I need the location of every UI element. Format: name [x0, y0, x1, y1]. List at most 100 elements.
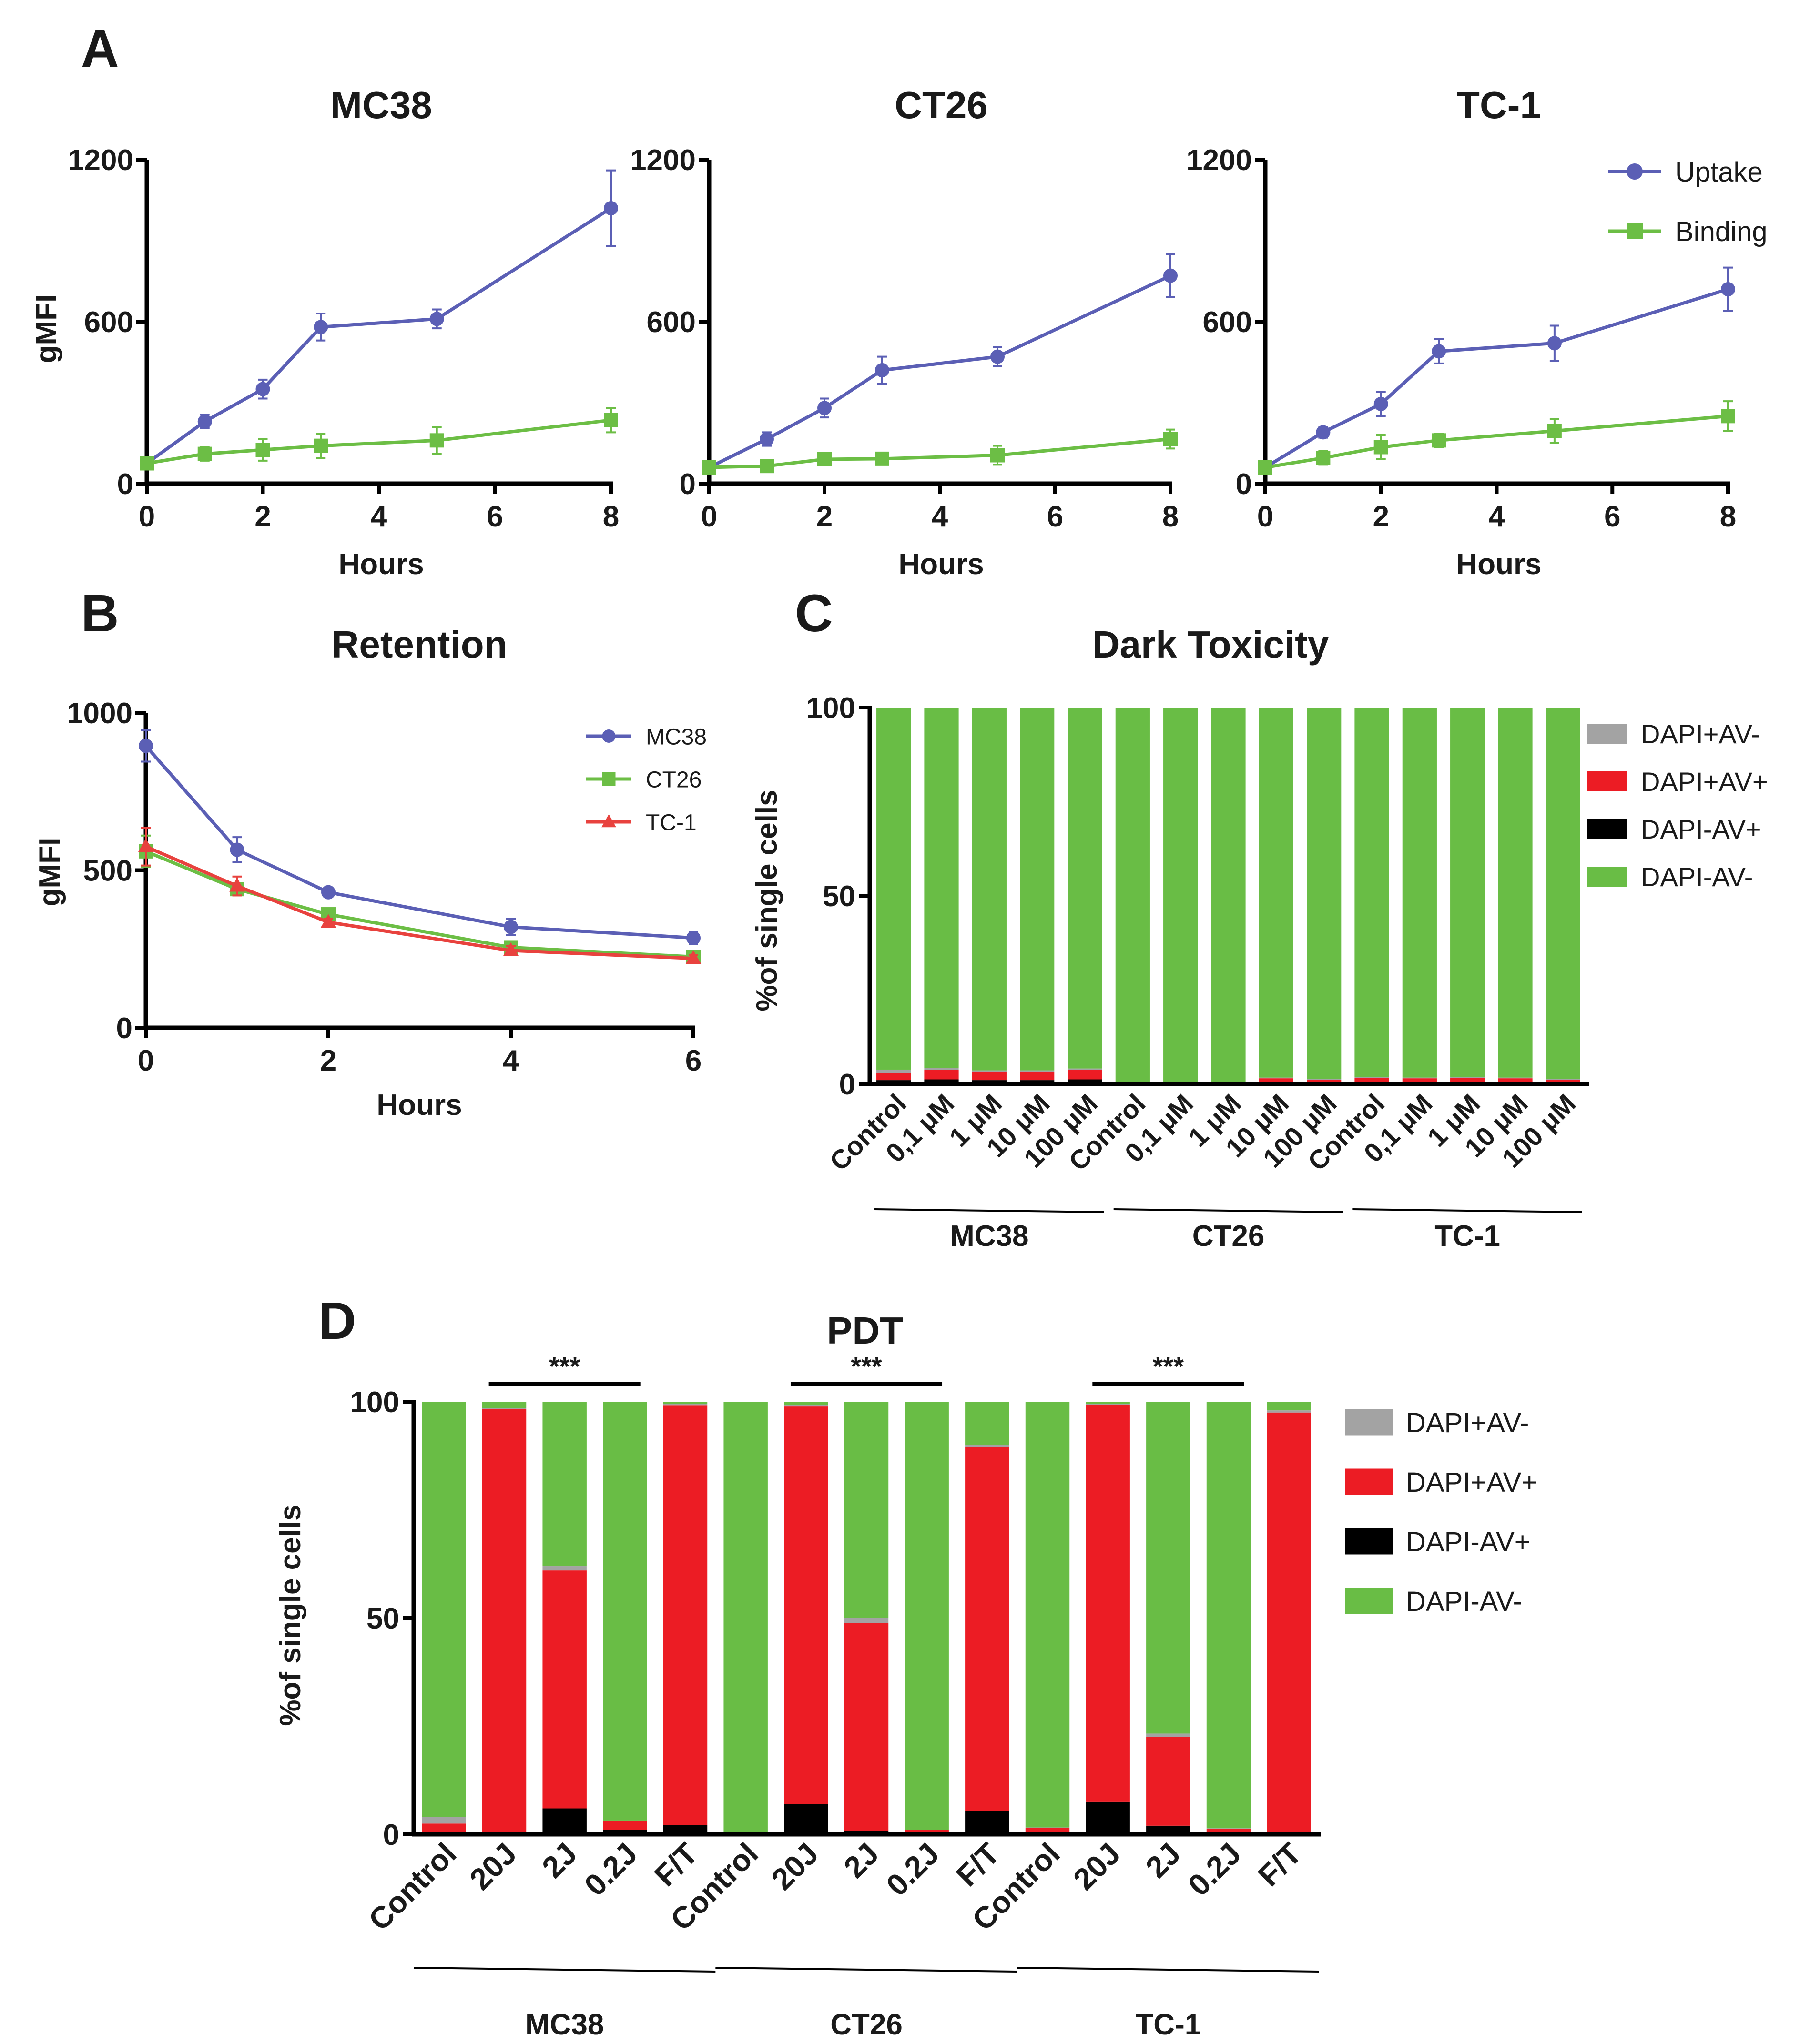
series-tc-1 — [138, 827, 702, 964]
legend-marker — [1627, 223, 1643, 239]
bar-2j — [542, 1402, 587, 1834]
data-point — [139, 739, 153, 753]
significance-label: *** — [549, 1351, 580, 1381]
y-tick-label: 0 — [1236, 468, 1252, 501]
data-point — [503, 942, 519, 957]
bar-segment-dapi-av — [1402, 1077, 1437, 1079]
x-tick-label: 4 — [1488, 500, 1505, 533]
group-label-mc38: MC38 — [950, 1220, 1028, 1253]
group-label-ct26: CT26 — [1192, 1220, 1265, 1253]
legend-swatch — [1345, 1468, 1393, 1495]
x-tick-label: 2 — [254, 500, 271, 533]
bar-segment-dapi-av — [1206, 1828, 1251, 1829]
series-line-uptake — [1264, 287, 1729, 469]
y-tick-label: 500 — [83, 855, 132, 888]
bar-segment-dapi-av — [784, 1402, 828, 1405]
panel-label-b: B — [81, 584, 119, 643]
data-point — [1432, 344, 1446, 359]
bar-segment-dapi-av — [603, 1402, 647, 1821]
legend-label: MC38 — [646, 724, 707, 749]
x-tick-label: 6 — [487, 500, 503, 533]
bar-control — [1115, 708, 1150, 1084]
bar-segment-dapi-av — [542, 1808, 587, 1834]
bar-segment-dapi-av — [1498, 1077, 1533, 1079]
bar-segment-dapi-av — [1307, 1079, 1342, 1080]
data-point — [504, 920, 518, 934]
chart-mc38: 0 600 1200 0 2 4 6 8 — [68, 144, 619, 533]
legend-label: DAPI-AV- — [1406, 1586, 1522, 1617]
series-line-uptake — [145, 207, 612, 465]
bar-segment-dapi-av — [422, 1823, 466, 1832]
bar-segment-dapi-av — [924, 1070, 959, 1080]
bar-segment-dapi-av — [663, 1402, 708, 1404]
bar-0-1-m — [924, 708, 959, 1084]
data-point — [990, 448, 1005, 463]
bar-segment-dapi-av — [965, 1445, 1009, 1447]
legend-label: Binding — [1675, 216, 1767, 247]
y-tick-label: 600 — [84, 306, 133, 339]
bar-segment-dapi-av — [1086, 1404, 1130, 1405]
bar-segment-dapi-av — [1025, 1402, 1070, 1828]
x-tick-label: 4 — [932, 500, 948, 533]
bar-segment-dapi-av — [876, 1069, 911, 1073]
data-point — [140, 456, 154, 471]
bar-100-m — [1068, 708, 1102, 1084]
group-bracket — [413, 1967, 716, 1973]
data-point — [321, 885, 336, 900]
bar-segment-dapi-av — [542, 1402, 587, 1567]
y-tick-label: 100 — [350, 1386, 399, 1419]
series-line-binding — [146, 418, 611, 465]
chart-title-retention: Retention — [332, 623, 508, 666]
legend-item-dapi-av: DAPI-AV+ — [1587, 814, 1761, 844]
x-tick-label: 0 — [701, 500, 717, 533]
data-point — [314, 320, 328, 334]
bar-segment-dapi-av — [1267, 1412, 1311, 1833]
data-point — [817, 401, 832, 415]
y-tick-label: 600 — [1203, 306, 1252, 339]
bar-0-1-m — [1163, 708, 1198, 1084]
bar-segment-dapi-av — [876, 708, 911, 1070]
y-tick-label: 0 — [383, 1819, 399, 1852]
x-tick-label: 8 — [1162, 500, 1179, 533]
bar-segment-dapi-av — [1259, 708, 1293, 1078]
bar-segment-dapi-av — [844, 1623, 889, 1831]
data-point — [1373, 396, 1388, 411]
data-point — [1721, 409, 1735, 424]
data-point — [314, 438, 328, 453]
data-point — [429, 433, 444, 448]
bar-20j — [1086, 1402, 1130, 1834]
bar-0-2j — [1206, 1402, 1251, 1834]
bar-segment-dapi-av — [663, 1404, 708, 1406]
x-tick-label: 20J — [1067, 1836, 1127, 1896]
group-label-ct26: CT26 — [830, 2008, 903, 2041]
series-ct26 — [139, 834, 701, 964]
y-tick-label: 1200 — [1186, 144, 1252, 177]
bar-10-m — [1020, 708, 1055, 1084]
bar-segment-dapi-av — [1086, 1405, 1130, 1802]
bar-1-m — [972, 708, 1007, 1084]
legend-item-dapi-av: DAPI-AV- — [1587, 862, 1753, 892]
panel-label-d: D — [318, 1292, 356, 1350]
group-bracket — [874, 1208, 1104, 1213]
group-label-mc38: MC38 — [525, 2008, 604, 2041]
y-axis-label-dark-toxicity: %of single cells — [751, 789, 783, 1011]
x-tick-label: 2 — [816, 500, 833, 533]
legend-item-dapi-av: DAPI+AV- — [1587, 719, 1760, 749]
bar-control — [422, 1402, 466, 1834]
x-tick-label: Control — [362, 1836, 463, 1937]
data-point — [320, 914, 336, 928]
data-point — [1432, 433, 1446, 448]
bar-segment-dapi-av — [542, 1570, 587, 1809]
bar-control — [876, 708, 911, 1084]
data-point — [229, 878, 245, 892]
series-binding — [140, 407, 618, 471]
x-tick-label: 6 — [1047, 500, 1063, 533]
legend-swatch — [1345, 1409, 1393, 1436]
bar-2j — [1146, 1402, 1190, 1834]
bar-segment-dapi-av — [1020, 1072, 1055, 1081]
bar-f-t — [965, 1402, 1009, 1834]
chart-title-dark-toxicity: Dark Toxicity — [1092, 623, 1329, 666]
bar-control — [723, 1402, 768, 1834]
